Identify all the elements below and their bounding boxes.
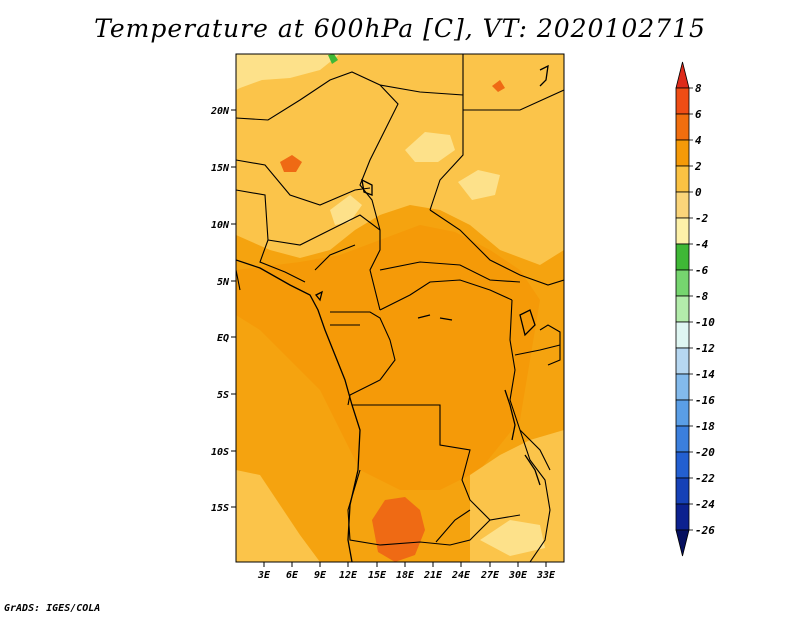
lon-label: 21E [423,570,443,581]
country-borders [236,54,564,562]
colorbar-label: 0 [695,186,702,199]
colorbar-segment [675,139,690,167]
colorbar-label: 6 [695,108,702,121]
colorbar-segment [675,113,690,141]
colorbar-label: 8 [695,82,702,95]
lon-label: 24E [451,570,471,581]
longitude-labels: 3E 6E 9E 12E 15E 18E 21E 24E 27E 30E 33E [257,570,556,581]
colorbar-label: 4 [695,134,702,147]
field-warm-patch-ne [492,80,505,92]
field-green-patch [328,54,338,64]
colorbar-segment [675,191,690,219]
lat-label: 5N [217,277,230,288]
colorbar-label: -8 [695,290,709,303]
colorbar-label: -4 [695,238,709,251]
colorbar-label: -26 [695,524,715,537]
colorbar-segment [675,451,690,479]
colorbar-arrow-bottom [675,529,690,557]
field-cold-southeast [480,520,545,556]
lon-label: 3E [257,570,271,581]
colorbar-label: 2 [694,160,702,173]
colorbar-label: -20 [695,446,715,459]
colorbar: 8 6 4 2 0 -2 -4 -6 -8 -10 -12 -14 -16 -18 -20 -22 -24 -26 [675,61,715,557]
lon-label: 9E [314,570,327,581]
colorbar-label: -6 [695,264,709,277]
field-cold-patch-2 [458,170,500,200]
colorbar-segment [675,295,690,323]
colorbar-segment [675,269,690,297]
lat-label: 5S [217,390,229,401]
map-title: Temperature at 600hPa [C], VT: 202010271… [94,14,706,43]
lon-label: 30E [508,570,528,581]
colorbar-label: -10 [695,316,715,329]
colorbar-segment [675,373,690,401]
lat-label: 15S [211,503,229,514]
lat-label: 15N [211,163,230,174]
colorbar-segment [675,347,690,375]
lat-label: 10S [211,447,229,458]
colorbar-segment [675,87,690,115]
colorbar-label: -24 [695,498,715,511]
lat-label: 10N [211,220,230,231]
colorbar-segment [675,243,690,271]
coastline [236,64,549,562]
colorbar-segment [675,503,690,531]
lat-label: EQ [217,333,229,344]
field-cool-north-core [236,54,340,90]
colorbar-segment [675,477,690,505]
colorbar-segment [675,425,690,453]
lon-label: 33E [536,570,556,581]
temperature-field [236,54,564,562]
colorbar-arrow-top [675,61,690,89]
colorbar-label: -18 [695,420,715,433]
colorbar-segment [675,165,690,193]
colorbar-label: -14 [695,368,715,381]
lon-label: 18E [396,570,415,581]
lat-label: 20N [210,106,230,117]
field-cool-north [236,54,564,265]
field-warm-patch-south [372,497,425,562]
colorbar-label: -12 [695,342,715,355]
lon-label: 6E [286,570,299,581]
lon-label: 15E [368,570,387,581]
colorbar-label: -16 [695,394,715,407]
map-frame [235,53,565,563]
latitude-labels: 20N 15N 10N 5N EQ 5S 10S 15S [210,106,230,514]
field-cold-patch-1 [405,132,455,162]
footer-credit: GrADS: IGES/COLA [4,603,101,614]
colorbar-segment [675,321,690,349]
field-cool-southwest [236,470,320,562]
axis-ticks [231,109,547,567]
lon-label: 12E [339,570,358,581]
colorbar-label: -2 [695,212,709,225]
field-warm-central [236,225,540,490]
field-cold-patch-3 [330,195,362,225]
colorbar-segment [675,217,690,245]
field-warm-patch-north [280,155,302,172]
colorbar-label: -22 [695,472,715,485]
lon-label: 27E [480,570,500,581]
colorbar-segment [675,399,690,427]
